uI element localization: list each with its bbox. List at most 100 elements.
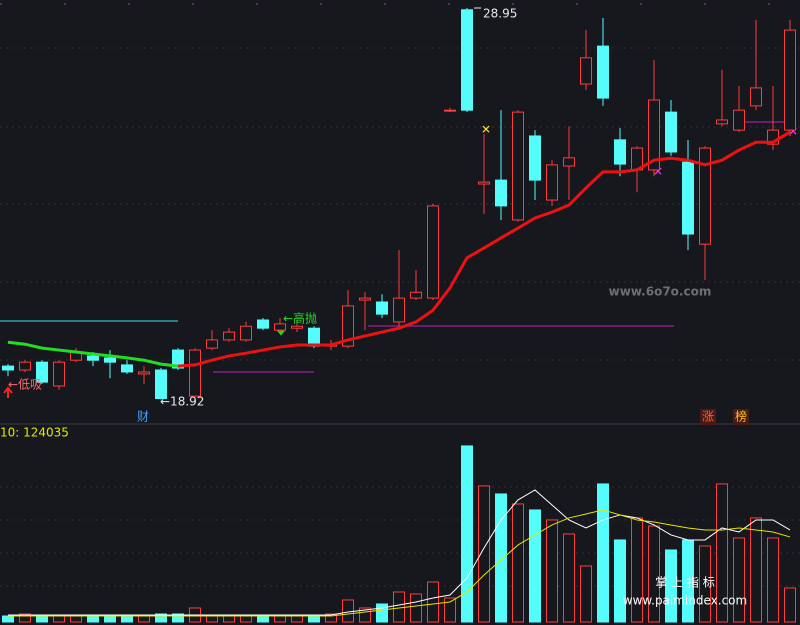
candle-body [155, 369, 167, 400]
candle-body [427, 205, 439, 299]
high-label: 28.95 [483, 7, 517, 21]
candle-body [36, 361, 48, 383]
volume-bar [767, 537, 779, 623]
candle-body [359, 297, 371, 301]
candle-body [784, 29, 796, 131]
volume-bar [274, 615, 286, 623]
finance-tag: 财 [137, 410, 149, 424]
candle-body [648, 99, 660, 171]
candle-body [53, 361, 65, 387]
line [8, 509, 791, 617]
volume-bar [240, 615, 252, 623]
labels: 28.95 ←18.92 ←低吸 ←高抛 财 涨 榜 10: 124035 ww… [0, 7, 747, 608]
candle-body [529, 135, 541, 181]
volume-bar [529, 509, 541, 623]
candle-body [121, 364, 133, 373]
volume-bar [461, 445, 473, 623]
candle-body [478, 181, 490, 185]
volume-bar [427, 581, 439, 623]
volume-bar [36, 615, 48, 623]
candle-body [257, 319, 269, 329]
candle-body [495, 179, 507, 207]
candle-body [563, 157, 575, 167]
volume-bar [138, 615, 150, 623]
line [7, 340, 179, 368]
tag-box [733, 409, 749, 425]
volume-bar [308, 615, 320, 623]
candle-body [104, 357, 116, 363]
candle-body [716, 119, 728, 125]
candle-body [342, 305, 354, 347]
candle-body [308, 327, 320, 347]
volume-bar [2, 615, 14, 623]
volume-bar [580, 565, 592, 623]
candle-body [750, 87, 762, 107]
candle-body [189, 349, 201, 397]
signal-lines: ✕ ✕ ✕ [0, 121, 798, 425]
candle-body [376, 301, 388, 315]
volume-bar [70, 615, 82, 623]
volume-bar [19, 613, 31, 623]
candle-body [291, 325, 303, 329]
volume-bar [444, 597, 456, 623]
tag-up: 涨 [702, 409, 714, 424]
volume-bar [291, 615, 303, 623]
watermark: 掌 上 指 标 [655, 575, 714, 590]
volume-bar [325, 613, 337, 623]
low-label: ←18.92 [160, 395, 204, 409]
volume-bar [563, 533, 575, 623]
candle-body [2, 365, 14, 371]
candle-body [393, 297, 405, 323]
candle-body [699, 147, 711, 245]
candle-body [138, 371, 150, 375]
candle-body [223, 331, 235, 341]
volume-bar [648, 525, 660, 623]
candle-body [274, 323, 286, 331]
volume-bar [87, 615, 99, 623]
volume-bar [376, 603, 388, 623]
volume-bar [53, 615, 65, 623]
tag-box [700, 409, 716, 425]
candle-body [682, 161, 694, 235]
volume-bar [784, 587, 796, 623]
signal-mark: ✕ [788, 125, 798, 139]
candle-body [240, 325, 252, 341]
candle-body [172, 349, 184, 369]
buy-label: ←低吸 [8, 378, 42, 392]
volume-bar [495, 493, 507, 623]
signal-mark: ✕ [653, 165, 663, 179]
candle-body [580, 57, 592, 85]
candle-body [206, 339, 218, 349]
signal-mark: ✕ [481, 123, 491, 137]
candle-body [767, 129, 779, 145]
candle-body [19, 361, 31, 371]
volume-bar [393, 591, 405, 623]
candle-body [512, 111, 524, 221]
volume-bar [597, 483, 609, 623]
volume-bar [257, 615, 269, 623]
sell-label: ←高抛 [283, 311, 317, 326]
candle-body [87, 355, 99, 361]
candle-body [614, 139, 626, 165]
volume-bar [155, 613, 167, 623]
buy-arrow [3, 386, 13, 398]
volume-bar [104, 615, 116, 623]
marks [2, 7, 796, 623]
volume-bar [546, 519, 558, 623]
volume-bar [733, 537, 745, 623]
volume-bar [614, 539, 626, 623]
line [177, 130, 791, 368]
candle-body [410, 291, 422, 299]
volume-bar [359, 607, 371, 623]
line [8, 489, 791, 616]
volume-bar [121, 615, 133, 623]
watermark: www.palmindex.com [623, 594, 747, 608]
candle-body [546, 164, 558, 201]
volume-bar [172, 613, 184, 623]
volume-label: 10: 124035 [0, 426, 69, 440]
candle-body [597, 45, 609, 99]
tag-list: 榜 [735, 409, 747, 424]
volume-bar [716, 483, 728, 623]
